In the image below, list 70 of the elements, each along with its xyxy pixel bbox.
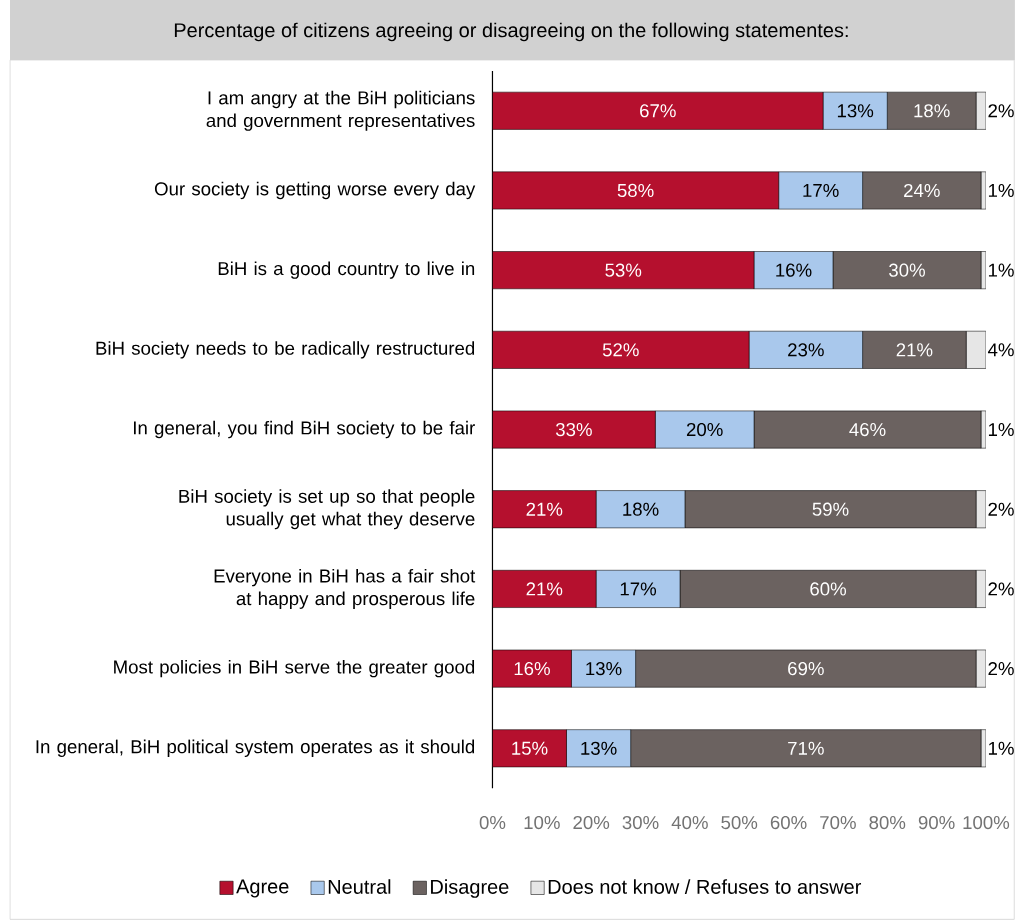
- data-label: 60%: [810, 582, 847, 596]
- data-label: 2%: [988, 104, 1014, 118]
- x-tick-label: 10%: [524, 815, 560, 830]
- data-label: 16%: [776, 263, 812, 277]
- data-label: 33%: [555, 422, 592, 437]
- legend-label: Disagree: [431, 879, 509, 898]
- data-label: 24%: [904, 183, 940, 198]
- bar: [492, 410, 656, 449]
- data-label: 46%: [849, 422, 886, 437]
- data-label: 59%: [812, 502, 849, 516]
- data-label: 2%: [988, 582, 1014, 596]
- y-tick-label: Most policies in BiH serve the greater good: [114, 659, 475, 678]
- data-label: 13%: [837, 104, 874, 118]
- data-label: 13%: [586, 662, 622, 676]
- bar: [492, 570, 597, 608]
- data-label: 53%: [605, 263, 642, 277]
- bar: [492, 330, 750, 369]
- data-label: 21%: [526, 582, 563, 596]
- legend-label: Does not know / Refuses to answer: [548, 879, 862, 894]
- data-label: 20%: [686, 422, 723, 437]
- bar: [492, 729, 567, 768]
- x-tick-label: 50%: [721, 815, 758, 830]
- data-label: 17%: [620, 582, 657, 596]
- data-label: 16%: [514, 662, 550, 676]
- x-tick-label: 90%: [918, 815, 955, 830]
- data-label: 18%: [914, 104, 950, 118]
- data-label: 1%: [988, 263, 1014, 277]
- data-label: 1%: [988, 741, 1014, 755]
- y-tick-label: Everyone in BiH has a fair shot at happy and prosperous life: [214, 568, 476, 609]
- y-tick-label: BiH society is set up so that people usually get what they deserve: [179, 489, 475, 530]
- y-tick-label: I am angry at the BiH politicians and government representatives: [206, 90, 475, 131]
- x-tick-label: 20%: [573, 815, 610, 830]
- y-tick-label: In general, you find BiH society to be fair: [134, 420, 475, 439]
- data-label: 1%: [988, 423, 1014, 437]
- x-tick-label: 30%: [622, 815, 659, 830]
- data-label: 2%: [988, 662, 1014, 676]
- data-label: 30%: [889, 263, 925, 277]
- data-label: 13%: [581, 741, 617, 755]
- data-label: 4%: [987, 343, 1014, 357]
- data-label: 18%: [623, 502, 659, 516]
- bar: [492, 91, 824, 130]
- bar: [492, 490, 597, 529]
- data-label: 15%: [512, 741, 548, 755]
- x-tick-label: 70%: [820, 815, 856, 830]
- bar: [492, 251, 755, 290]
- x-tick-label: 40%: [671, 815, 708, 830]
- legend-label: Agree: [236, 879, 289, 898]
- chart-title: Percentage of citizens agreeing or disagreeing on the following statementes:: [174, 22, 848, 42]
- y-tick-label: Our society is getting worse every day: [154, 181, 476, 200]
- legend-label: Neutral: [328, 879, 391, 894]
- data-label: 69%: [788, 662, 824, 676]
- data-label: 17%: [803, 183, 839, 197]
- x-tick-label: 100%: [963, 815, 1010, 830]
- data-label: 23%: [788, 343, 824, 357]
- x-tick-label: 0%: [479, 815, 506, 830]
- data-label: 1%: [988, 183, 1014, 197]
- data-label: 58%: [617, 183, 654, 198]
- y-tick-label: BiH society needs to be radically restructured: [96, 341, 475, 359]
- data-label: 67%: [640, 104, 676, 118]
- bar: [492, 171, 779, 210]
- data-label: 21%: [896, 343, 933, 357]
- y-tick-label: In general, BiH political system operates as it should: [36, 739, 475, 757]
- data-label: 52%: [602, 343, 639, 357]
- x-tick-label: 60%: [770, 815, 807, 830]
- data-label: 2%: [988, 502, 1014, 516]
- x-tick-label: 80%: [869, 815, 906, 830]
- data-label: 21%: [526, 502, 563, 516]
- data-label: 71%: [788, 741, 824, 755]
- y-tick-label: BiH is a good country to live in: [218, 261, 475, 279]
- bar: [492, 649, 572, 688]
